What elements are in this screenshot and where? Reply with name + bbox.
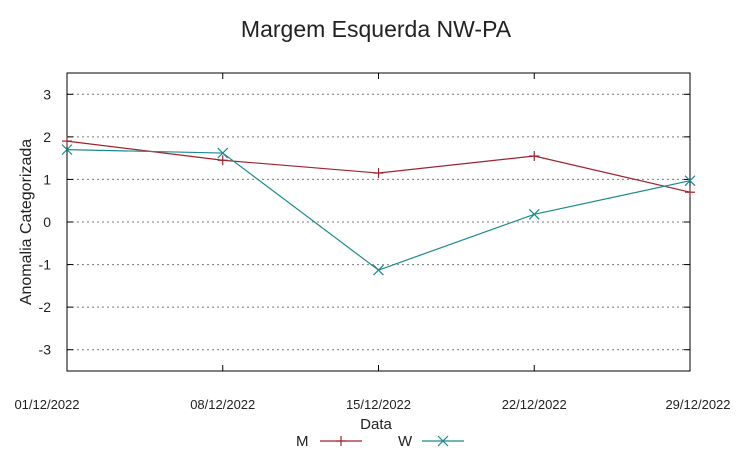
x-tick-label: 01/12/2022 (14, 397, 79, 412)
chart-title: Margem Esquerda NW-PA (241, 16, 512, 42)
data-point-w (528, 208, 540, 220)
legend-label-m: M (296, 433, 309, 450)
data-point-m (529, 151, 540, 162)
x-tick-label: 15/12/2022 (346, 397, 411, 412)
data-point-m (217, 155, 228, 166)
y-tick-label: -2 (39, 299, 52, 315)
x-axis-ticks: 01/12/2022 08/12/2022 15/12/2022 22/12/2022… (14, 73, 731, 412)
data-point-m (685, 187, 695, 198)
data-point-m (62, 136, 72, 147)
y-tick-label: -3 (39, 342, 52, 358)
grid-lines (67, 93, 690, 351)
data-point-w (684, 175, 696, 187)
y-tick-label: -1 (39, 257, 52, 273)
series-line-m (66, 140, 691, 193)
x-axis-label: Data (360, 416, 392, 433)
series-lines (61, 136, 696, 276)
legend-label-w: W (398, 433, 413, 450)
y-tick-label: 3 (43, 86, 51, 102)
data-point-w (217, 147, 229, 159)
y-tick-label: 2 (43, 129, 51, 145)
y-tick-label: 0 (43, 214, 51, 230)
y-tick-label: 1 (43, 171, 51, 187)
legend-marker-w (437, 435, 449, 447)
y-axis-label: Anomalia Categorizada (18, 139, 35, 305)
x-tick-label: 29/12/2022 (665, 397, 730, 412)
series-line-w (66, 149, 691, 271)
data-point-w (373, 264, 384, 276)
data-point-m (373, 168, 384, 179)
x-tick-label: 08/12/2022 (190, 397, 255, 412)
data-point-w (61, 144, 73, 156)
legend-marker-m (336, 436, 346, 446)
y-axis-ticks: 3 2 1 0 -1 -2 -3 (39, 86, 690, 358)
x-tick-label: 22/12/2022 (502, 397, 567, 412)
